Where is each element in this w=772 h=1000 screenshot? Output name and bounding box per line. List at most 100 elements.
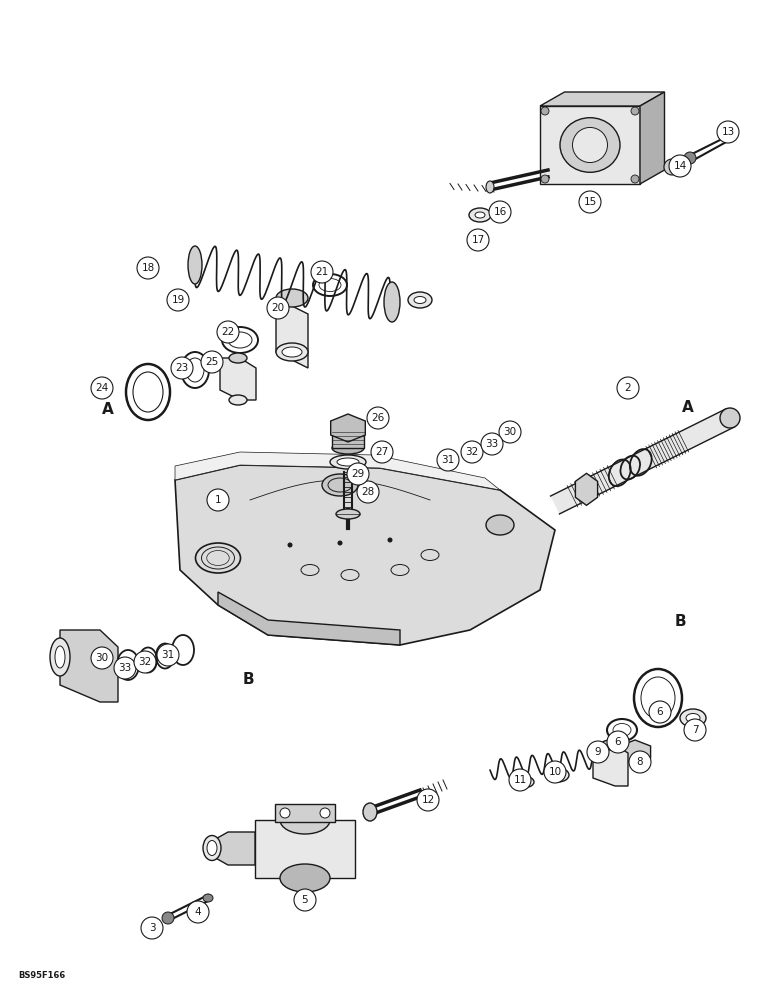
Polygon shape <box>575 473 598 505</box>
Polygon shape <box>218 592 400 645</box>
Circle shape <box>489 201 511 223</box>
Circle shape <box>137 257 159 279</box>
Circle shape <box>617 377 639 399</box>
Circle shape <box>649 701 671 723</box>
Polygon shape <box>640 92 665 184</box>
Ellipse shape <box>332 442 364 454</box>
Circle shape <box>461 441 483 463</box>
Circle shape <box>217 321 239 343</box>
Ellipse shape <box>384 282 400 322</box>
Text: 32: 32 <box>466 447 479 457</box>
Circle shape <box>509 769 531 791</box>
Ellipse shape <box>680 709 706 727</box>
Text: 29: 29 <box>351 469 364 479</box>
Text: 22: 22 <box>222 327 235 337</box>
Circle shape <box>684 152 696 164</box>
Circle shape <box>320 808 330 818</box>
Text: 16: 16 <box>493 207 506 217</box>
Circle shape <box>114 657 136 679</box>
Circle shape <box>367 407 389 429</box>
Polygon shape <box>255 820 355 878</box>
Text: 21: 21 <box>316 267 329 277</box>
Circle shape <box>187 901 209 923</box>
Text: 30: 30 <box>96 653 109 663</box>
Text: 11: 11 <box>513 775 527 785</box>
Ellipse shape <box>573 127 608 163</box>
Circle shape <box>499 421 521 443</box>
Circle shape <box>437 449 459 471</box>
Ellipse shape <box>553 772 563 778</box>
Ellipse shape <box>486 515 514 535</box>
Polygon shape <box>550 409 734 514</box>
Ellipse shape <box>55 646 65 668</box>
Ellipse shape <box>280 806 330 834</box>
Circle shape <box>631 107 639 115</box>
Text: 25: 25 <box>205 357 218 367</box>
Circle shape <box>631 175 639 183</box>
Circle shape <box>388 538 392 542</box>
Circle shape <box>607 731 629 753</box>
Circle shape <box>629 751 651 773</box>
Text: 23: 23 <box>175 363 188 373</box>
Polygon shape <box>220 358 256 400</box>
Circle shape <box>669 155 691 177</box>
Text: 5: 5 <box>302 895 308 905</box>
Text: BS95F166: BS95F166 <box>18 970 66 980</box>
Ellipse shape <box>229 395 247 405</box>
Ellipse shape <box>188 246 202 284</box>
Circle shape <box>717 121 739 143</box>
Text: 6: 6 <box>657 707 663 717</box>
Ellipse shape <box>686 714 700 722</box>
Ellipse shape <box>486 181 494 193</box>
Ellipse shape <box>521 780 529 784</box>
Polygon shape <box>540 106 640 184</box>
Text: 28: 28 <box>361 487 374 497</box>
Ellipse shape <box>336 509 360 519</box>
Circle shape <box>541 107 549 115</box>
Ellipse shape <box>330 455 366 469</box>
Text: 31: 31 <box>161 650 174 660</box>
Circle shape <box>664 159 680 175</box>
Circle shape <box>579 191 601 213</box>
Text: 33: 33 <box>486 439 499 449</box>
Text: 17: 17 <box>472 235 485 245</box>
Polygon shape <box>175 465 555 645</box>
Ellipse shape <box>414 296 426 304</box>
Text: 27: 27 <box>375 447 388 457</box>
Ellipse shape <box>475 212 485 218</box>
Ellipse shape <box>408 292 432 308</box>
Circle shape <box>357 481 379 503</box>
Text: 9: 9 <box>594 747 601 757</box>
Text: B: B <box>242 672 254 688</box>
Text: 13: 13 <box>721 127 735 137</box>
Circle shape <box>587 741 609 763</box>
Text: 32: 32 <box>138 657 151 667</box>
Polygon shape <box>175 452 500 490</box>
Circle shape <box>134 651 156 673</box>
Circle shape <box>167 289 189 311</box>
Text: 4: 4 <box>195 907 201 917</box>
Circle shape <box>201 351 223 373</box>
Circle shape <box>207 489 229 511</box>
Circle shape <box>294 889 316 911</box>
Polygon shape <box>275 804 335 822</box>
Text: 26: 26 <box>371 413 384 423</box>
Ellipse shape <box>207 840 217 856</box>
Ellipse shape <box>363 803 377 821</box>
Text: 3: 3 <box>149 923 155 933</box>
Circle shape <box>337 540 343 546</box>
Ellipse shape <box>229 353 247 363</box>
Text: 14: 14 <box>673 161 686 171</box>
Text: 7: 7 <box>692 725 699 735</box>
Circle shape <box>162 912 174 924</box>
Ellipse shape <box>280 864 330 892</box>
Circle shape <box>347 463 369 485</box>
Circle shape <box>541 175 549 183</box>
Circle shape <box>481 433 503 455</box>
Ellipse shape <box>601 740 619 750</box>
Circle shape <box>171 357 193 379</box>
Ellipse shape <box>720 408 740 428</box>
Bar <box>332 428 364 448</box>
Ellipse shape <box>547 768 569 782</box>
Circle shape <box>684 719 706 741</box>
